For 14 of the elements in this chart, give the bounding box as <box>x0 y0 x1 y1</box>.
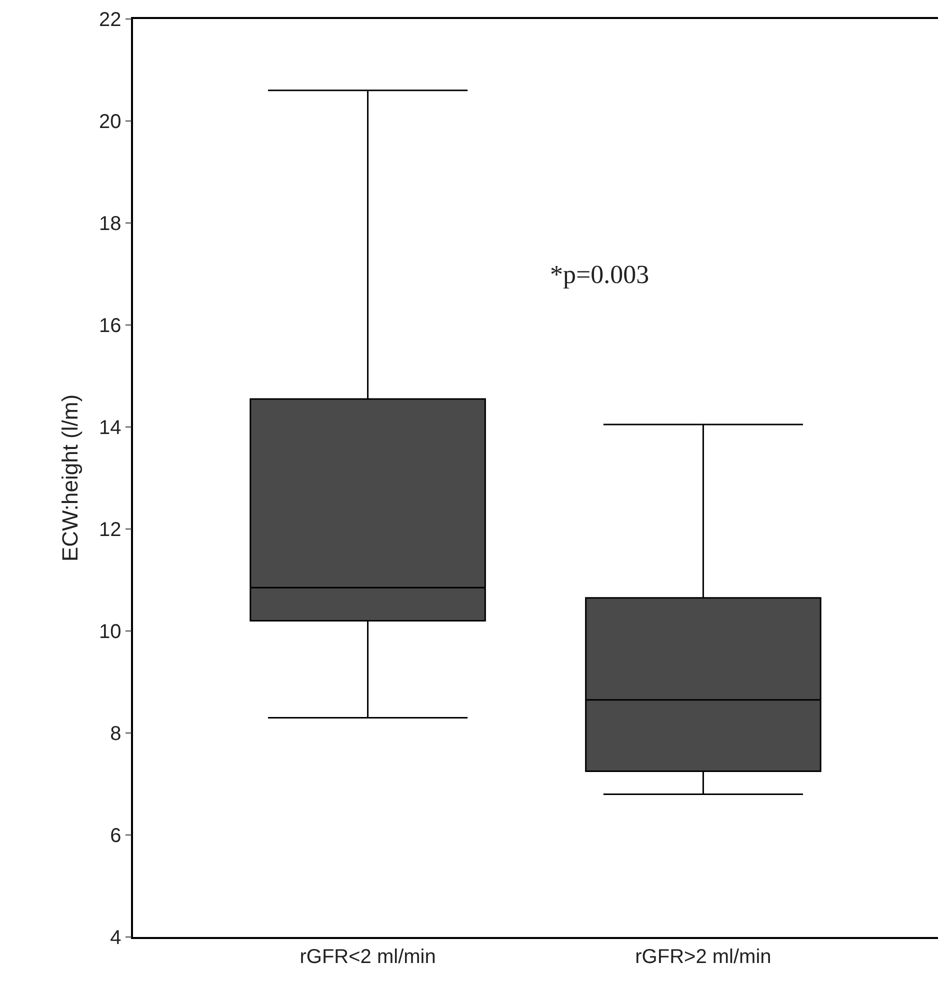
y-tick-label: 18 <box>99 213 122 235</box>
y-tick-label: 16 <box>99 315 122 337</box>
annotation: *p=0.003 <box>550 260 650 289</box>
x-tick-label: rGFR>2 ml/min <box>635 946 772 968</box>
y-tick-label: 6 <box>110 825 122 847</box>
y-tick-label: 20 <box>99 111 122 133</box>
y-tick-label: 14 <box>99 417 122 439</box>
y-tick-label: 8 <box>110 723 122 745</box>
y-tick-label: 12 <box>99 519 122 541</box>
y-tick-label: 10 <box>99 621 122 643</box>
y-axis-title: ECW:height (l/m) <box>57 394 82 562</box>
x-tick-label: rGFR<2 ml/min <box>300 946 436 968</box>
y-tick-label: 22 <box>99 9 122 31</box>
y-tick-label: 4 <box>110 927 122 949</box>
